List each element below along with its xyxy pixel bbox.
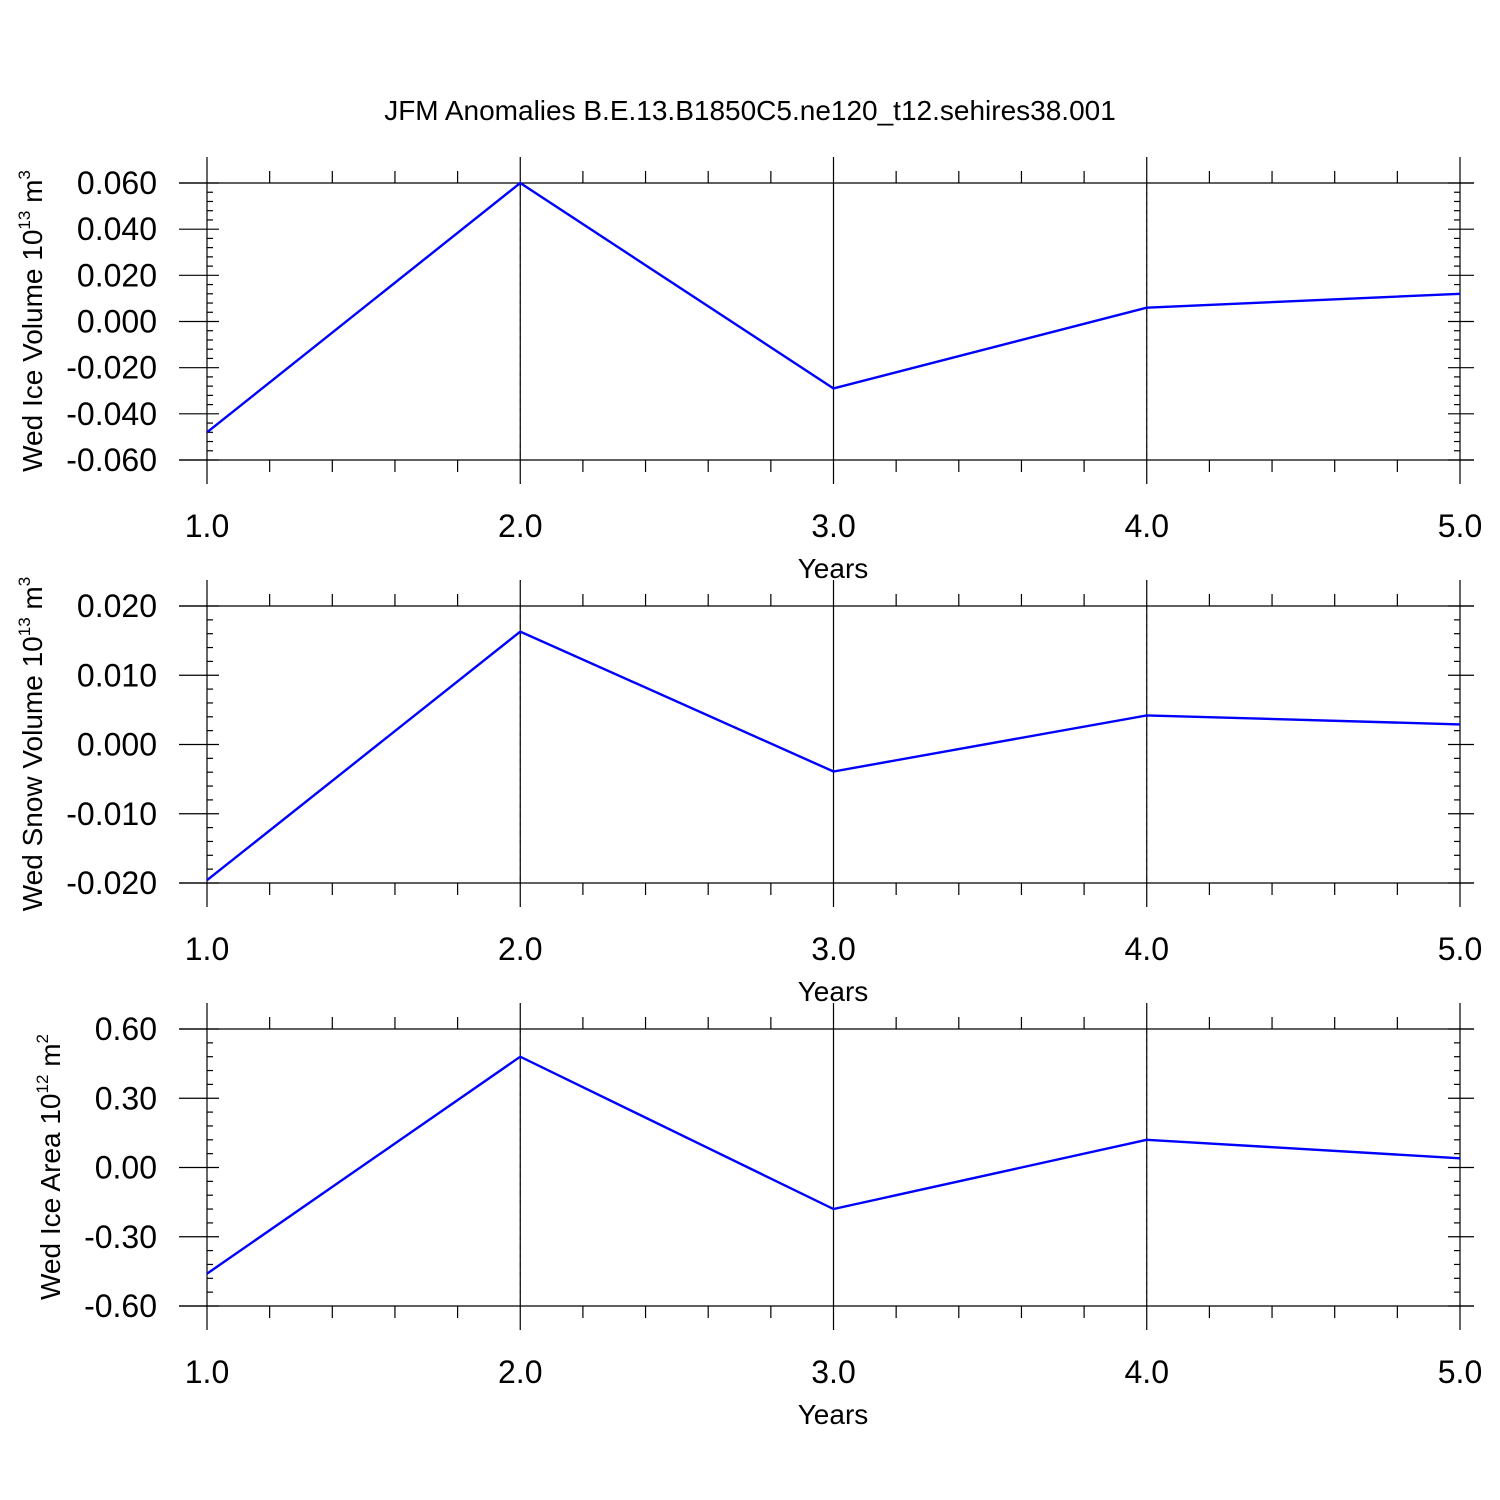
y-tick-label: 0.60: [95, 1011, 157, 1047]
x-axis-title: Years: [798, 976, 869, 1007]
y-tick-label: -0.30: [84, 1219, 157, 1255]
y-tick-label: 0.060: [77, 165, 157, 201]
panel-ice-volume: Wed Ice Volume 1013 m3 Years 1.0 2.0 3.0 4.…: [15, 157, 1482, 584]
series-line: [206, 181, 1461, 434]
y-tick-label: 0.010: [77, 657, 157, 693]
x-tick-label: 5.0: [1438, 931, 1482, 967]
x-tick-label: 5.0: [1438, 508, 1482, 544]
y-tick-label: -0.020: [66, 865, 157, 901]
panel-ice-area: Wed Ice Area 1012 m2 Years 1.0 2.0 3.0 4.0 5…: [33, 1003, 1482, 1430]
y-axis-title: Wed Snow Volume 1013 m3: [15, 577, 48, 911]
y-tick-label: 0.000: [77, 727, 157, 763]
x-tick-label: 2.0: [498, 1354, 542, 1390]
y-tick-label: -0.60: [84, 1288, 157, 1324]
y-tick-label: -0.020: [66, 350, 157, 386]
y-tick-label: -0.040: [66, 396, 157, 432]
x-tick-label: 3.0: [811, 931, 855, 967]
y-tick-label: -0.010: [66, 796, 157, 832]
y-tick-label: 0.000: [77, 304, 157, 340]
x-axis-title: Years: [798, 553, 869, 584]
figure-title: JFM Anomalies B.E.13.B1850C5.ne120_t12.s…: [384, 95, 1116, 126]
x-tick-label: 5.0: [1438, 1354, 1482, 1390]
x-tick-label: 2.0: [498, 508, 542, 544]
y-axis-title: Wed Ice Area 1012 m2: [33, 1034, 66, 1300]
y-tick-label: 0.020: [77, 257, 157, 293]
y-tick-label: 0.00: [95, 1150, 157, 1186]
x-tick-label: 1.0: [185, 508, 229, 544]
x-tick-label: 3.0: [811, 1354, 855, 1390]
x-tick-label: 3.0: [811, 508, 855, 544]
x-tick-label: 1.0: [185, 1354, 229, 1390]
x-axis-title: Years: [798, 1399, 869, 1430]
x-tick-label: 4.0: [1125, 1354, 1169, 1390]
y-tick-label: -0.060: [66, 442, 157, 478]
y-tick-label: 0.020: [77, 588, 157, 624]
x-tick-label: 1.0: [185, 931, 229, 967]
y-tick-label: 0.040: [77, 211, 157, 247]
series-line: [206, 630, 1461, 882]
y-axis-title: Wed Ice Volume 1013 m3: [15, 170, 48, 472]
panel-snow-volume: Wed Snow Volume 1013 m3 Years 1.0 2.0 3.0 4…: [15, 577, 1482, 1007]
x-tick-label: 4.0: [1125, 508, 1169, 544]
y-tick-label: 0.30: [95, 1080, 157, 1116]
series-line: [206, 1055, 1461, 1275]
x-tick-label: 4.0: [1125, 931, 1169, 967]
x-tick-label: 2.0: [498, 931, 542, 967]
